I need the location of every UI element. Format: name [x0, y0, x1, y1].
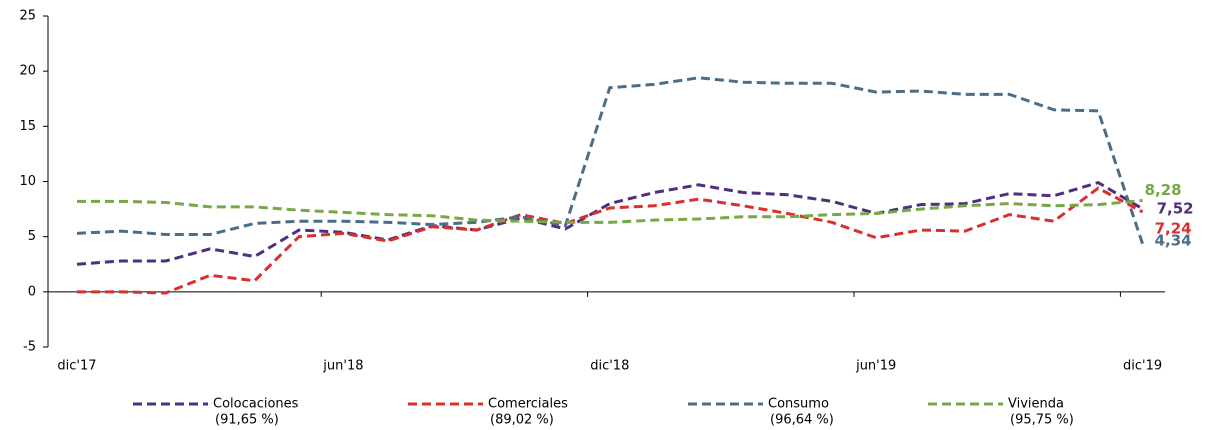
- value-label: 4,34: [1155, 231, 1192, 249]
- legend-sublabel: (95,75 %): [1010, 413, 1074, 428]
- legend-label: Colocaciones: [213, 397, 299, 412]
- legend-label: Consumo: [768, 397, 829, 412]
- x-tick-label: jun'19: [855, 359, 896, 374]
- series-line: [77, 186, 1144, 295]
- legend-sublabel: (91,65 %): [215, 413, 279, 428]
- y-tick-label: 15: [19, 119, 36, 134]
- x-tick-label: dic'17: [57, 359, 96, 374]
- y-tick-label: -5: [23, 340, 36, 355]
- legend-label: Vivienda: [1008, 397, 1064, 412]
- value-label: 7,52: [1157, 199, 1194, 217]
- legend-sublabel: (89,02 %): [490, 413, 554, 428]
- series-line: [76, 180, 1144, 266]
- y-tick-label: 25: [19, 9, 36, 24]
- y-tick-label: 20: [19, 64, 36, 79]
- series-line: [76, 76, 1145, 245]
- x-tick-label: jun'18: [322, 359, 363, 374]
- legend-sublabel: (96,64 %): [770, 413, 834, 428]
- x-tick-label: dic'19: [1123, 359, 1162, 374]
- series-line: [77, 198, 1143, 224]
- y-tick-label: 10: [19, 174, 36, 189]
- value-label: 7,24: [1155, 219, 1192, 237]
- legend-label: Comerciales: [488, 397, 568, 412]
- y-tick-label: 0: [28, 284, 36, 299]
- value-label: 8,28: [1145, 181, 1182, 199]
- x-tick-label: dic'18: [590, 359, 629, 374]
- y-tick-label: 5: [28, 229, 36, 244]
